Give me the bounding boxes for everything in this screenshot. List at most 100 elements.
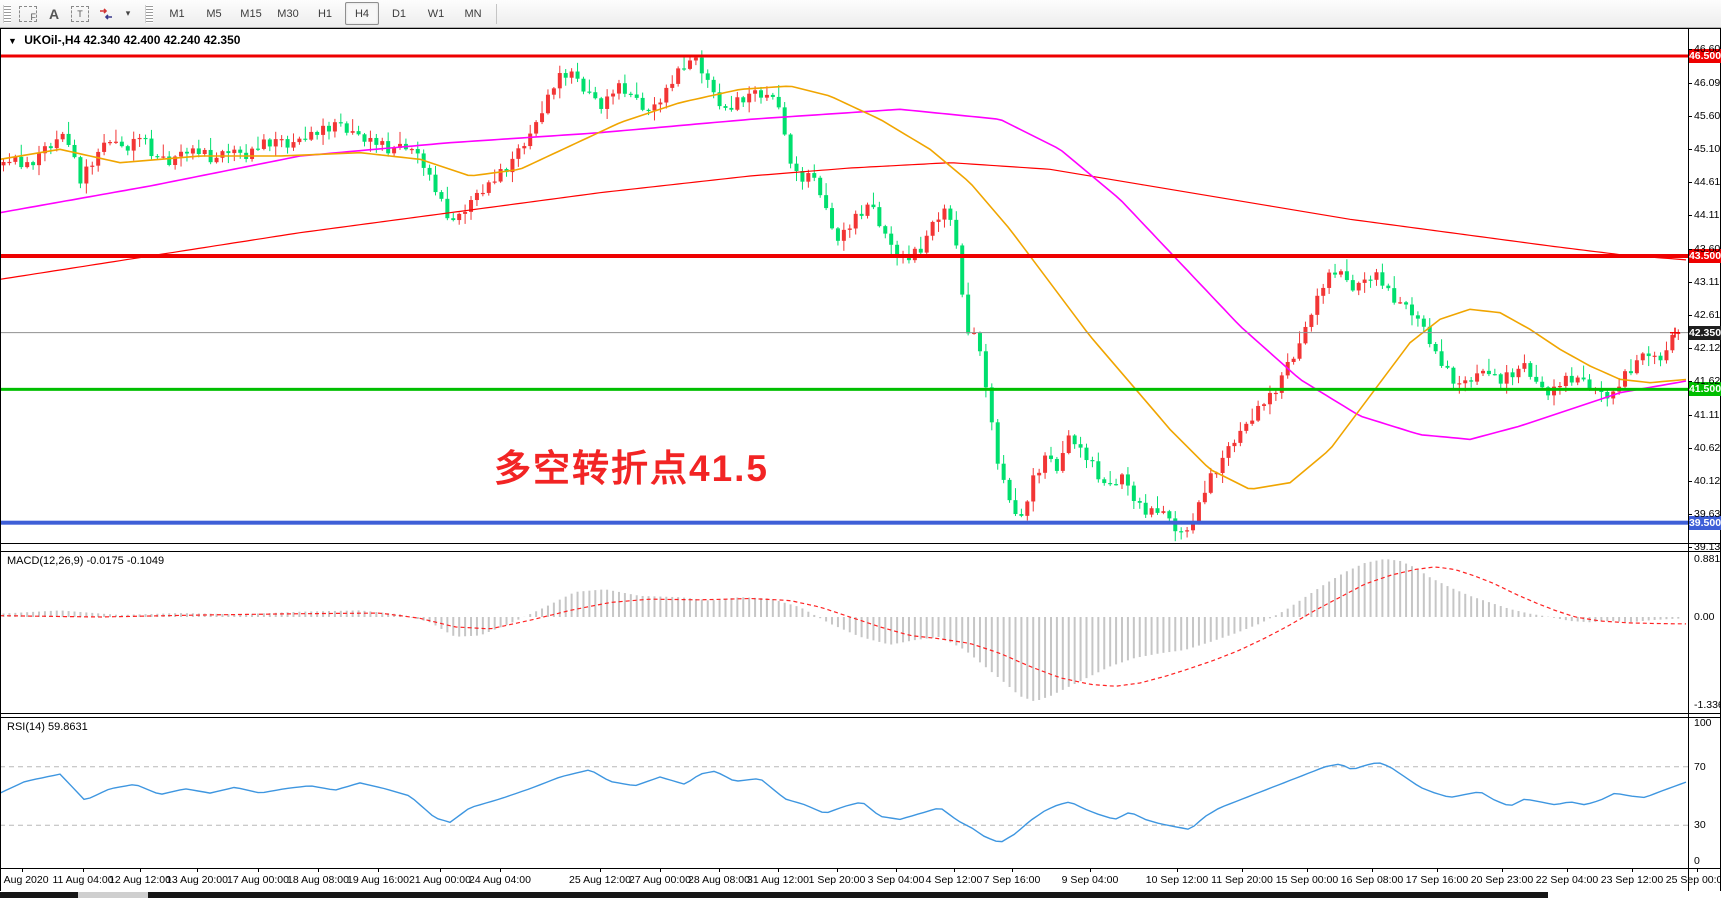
candle-body [232, 149, 237, 154]
candle-body [581, 78, 586, 92]
candle-body [1516, 368, 1521, 378]
price-tick-label: 39.135 [1694, 541, 1721, 554]
candle-body [7, 161, 12, 164]
toolbar-drag-handle[interactable] [3, 4, 11, 23]
font-a-icon[interactable]: A [48, 5, 60, 22]
candle-body [1368, 279, 1373, 281]
candle-body [1108, 483, 1113, 485]
candle-body [279, 139, 284, 141]
tf-button-M30[interactable]: M30 [277, 7, 299, 20]
price-tick-label: 45.600 [1694, 110, 1721, 122]
candle-body [569, 71, 574, 78]
price-tickmark [1688, 282, 1692, 283]
time-label: 11 Aug 04:00 [52, 874, 114, 886]
price-level-badge: 43.500 [1688, 249, 1721, 263]
candle-body [1469, 380, 1474, 382]
candle-body [1534, 376, 1539, 382]
candle-body [1546, 387, 1551, 396]
candle-body [1451, 367, 1456, 384]
annotation-text[interactable]: 多空转折点41.5 [494, 448, 770, 489]
candle-body [1226, 446, 1231, 458]
candle-body [1120, 474, 1125, 485]
candle-body [1303, 326, 1308, 344]
indicator-frame-icon[interactable]: F [16, 3, 40, 25]
candle-body [741, 97, 746, 103]
candle-body [1037, 472, 1042, 476]
ohlc-quote-label: 42.340 42.400 42.240 42.350 [83, 33, 241, 47]
price-tickmark [1688, 547, 1692, 549]
tf-button-M15[interactable]: M15 [240, 7, 262, 20]
candle-body [1262, 404, 1267, 406]
dropdown-caret-icon[interactable]: ▾ [125, 8, 131, 18]
price-tickmark [1688, 83, 1692, 84]
candle-body [824, 195, 829, 209]
candle-body [723, 106, 728, 108]
candle-body [983, 351, 988, 388]
candle-body [1623, 371, 1628, 387]
price-axis-border[interactable] [1688, 28, 1689, 891]
candle-body [474, 192, 479, 201]
candle-body [1125, 474, 1130, 486]
horizontal-scrollbar[interactable] [0, 892, 1548, 898]
time-label: 31 Aug 12:00 [747, 874, 809, 886]
candle-body [42, 146, 47, 154]
candle-body [1356, 282, 1361, 291]
candle-body [196, 148, 201, 155]
candle-body [918, 248, 923, 253]
scrollbar-thumb[interactable] [78, 892, 148, 898]
candle-body [883, 226, 888, 234]
candle-body [960, 245, 965, 295]
collapse-triangle-icon[interactable]: ▼ [8, 36, 17, 46]
candle-body [575, 71, 580, 79]
candle-body [1457, 383, 1462, 385]
time-tickmark [719, 868, 720, 872]
horizontal-level-line [0, 387, 1688, 391]
tf-button-D1[interactable]: D1 [391, 7, 407, 20]
candle-body [1232, 442, 1237, 447]
candle-body [818, 177, 823, 196]
candle-body [131, 138, 136, 151]
candle-body [830, 208, 835, 229]
price-tick-label: 41.115 [1694, 409, 1721, 422]
time-tickmark [258, 868, 259, 872]
time-tickmark [440, 868, 441, 872]
tf-button-M5[interactable]: M5 [206, 7, 222, 20]
price-tickmark [1688, 149, 1692, 150]
time-tickmark [1090, 868, 1091, 872]
candle-body [587, 91, 592, 93]
candle-body [1173, 518, 1178, 532]
candle-body [1090, 460, 1095, 462]
candle-body [60, 133, 65, 140]
tf-button-H1[interactable]: H1 [317, 7, 333, 20]
time-label: 13 Aug 20:00 [166, 874, 228, 886]
candle-body [332, 122, 337, 132]
time-tickmark [83, 868, 84, 872]
candle-body [1179, 531, 1184, 533]
tf-button-H4[interactable]: H4 [345, 2, 379, 25]
tf-button-M1[interactable]: M1 [169, 7, 185, 20]
time-label: 7 Sep 16:00 [983, 874, 1041, 886]
time-tickmark [954, 868, 955, 872]
candle-body [853, 213, 858, 229]
rsi-panel-bottom-border [0, 868, 1721, 869]
price-tickmark [1688, 48, 1692, 50]
candle-body [966, 294, 971, 334]
rsi-axis-label: 70 [1694, 760, 1706, 773]
price-tickmark [1688, 481, 1692, 483]
candle-body [676, 68, 681, 84]
price-tickmark [1688, 215, 1692, 216]
candle-body [1054, 458, 1059, 471]
tf-button-W1[interactable]: W1 [427, 7, 445, 20]
candle-body [321, 125, 326, 135]
candle-body [1333, 272, 1338, 275]
tf-button-MN[interactable]: MN [464, 7, 482, 20]
text-label-icon[interactable]: T [68, 3, 92, 25]
candle-body [1114, 484, 1119, 486]
macd-panel-top-border[interactable] [0, 551, 1721, 552]
toolbar-drag-handle-2[interactable] [145, 4, 153, 23]
candle-body [72, 144, 77, 158]
arrows-icon[interactable] [94, 3, 118, 25]
rsi-panel-top-border[interactable] [0, 717, 1721, 718]
time-tickmark [600, 868, 601, 872]
